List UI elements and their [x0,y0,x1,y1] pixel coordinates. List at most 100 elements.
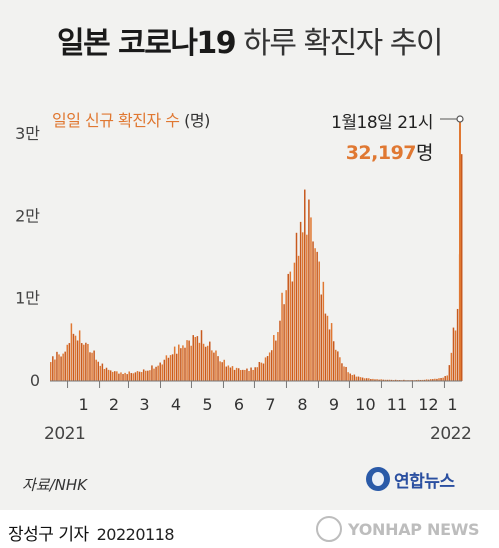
x-tick-label: 7 [265,395,275,414]
x-tick-label: 8 [297,395,307,414]
footer: 장성구 기자 20220118 YONHAP NEWS [0,510,499,548]
callout-marker [456,115,464,123]
bar [161,364,164,381]
bar [124,372,126,381]
bar [328,329,331,381]
bar [388,379,391,381]
y-tick-label: 1만 [15,289,40,308]
bar [52,356,54,381]
bar [434,378,436,381]
bar [355,376,358,381]
x-tick-label: 11 [387,395,407,414]
watermark: YONHAP NEWS [316,516,480,542]
bar [66,344,69,381]
bar [256,367,259,381]
x-tick-label: 12 [418,395,438,414]
bar [58,354,60,381]
bar [285,290,287,381]
bar [394,379,397,381]
bar [347,372,349,381]
reporter-name: 장성구 기자 [8,525,89,545]
bar [380,379,382,381]
bar [242,369,244,381]
bar [250,367,252,381]
bar [372,378,374,381]
bar [287,273,289,381]
bar [283,304,285,381]
bar [456,308,459,381]
bar [438,378,440,381]
y-tick-label: 0 [30,371,40,390]
bar [330,323,333,381]
bar [363,378,366,381]
bar [291,281,294,381]
bar [279,320,281,381]
x-tick-label: 9 [329,395,339,414]
bar [140,372,143,381]
bar [167,357,170,381]
bar [299,221,302,381]
bar [85,342,87,381]
bar [289,271,292,381]
bar [120,372,122,381]
bar [229,367,232,381]
bar [349,373,351,381]
yonhap-logo-text: 연합뉴스 [394,471,455,492]
bar [182,345,184,381]
bar [136,371,139,381]
bar [403,379,405,381]
bar [64,351,66,381]
bar [223,359,225,381]
bar [200,330,203,381]
bar [252,369,254,381]
bar [390,379,393,381]
bar [295,232,298,381]
bar [175,353,178,381]
callout-number: 32,197 [345,142,417,164]
bar [376,379,378,381]
bar [126,374,128,381]
bar [320,294,323,381]
x-tick-label: 5 [202,395,212,414]
bar [281,292,283,381]
bar [297,255,300,381]
yonhap-logo-icon [366,467,390,491]
bar [343,366,345,381]
bar [374,379,376,381]
bar [188,340,190,381]
y-tick-label: 3만 [15,124,40,143]
bar [83,344,85,381]
bar [190,345,192,381]
bar [153,368,155,381]
yonhap-logo: 연합뉴스 [366,466,455,492]
bar [138,371,141,381]
bar [109,370,112,381]
bar [304,189,306,381]
bar [99,365,102,381]
bar [116,371,118,381]
bar [213,352,215,381]
bar [97,361,99,381]
bar [91,352,93,381]
bar [270,350,273,381]
bar [326,315,329,381]
bar [359,377,362,381]
bar [62,353,64,381]
legend-series-label: 일일 신규 확진자 수 [52,111,180,130]
bar [384,379,387,381]
bar [134,372,137,381]
bar [341,363,343,381]
bar [151,365,153,381]
bar [351,375,354,381]
chart-card [0,0,499,510]
bar [196,336,199,381]
bar [339,357,341,381]
bar [262,363,265,381]
bar [103,368,106,381]
source-credit: 자료/NHK [22,476,87,494]
bar [448,365,451,381]
bar [101,363,104,381]
bar [266,356,269,381]
bar [219,361,221,381]
x-tick-label: 2 [109,395,119,414]
